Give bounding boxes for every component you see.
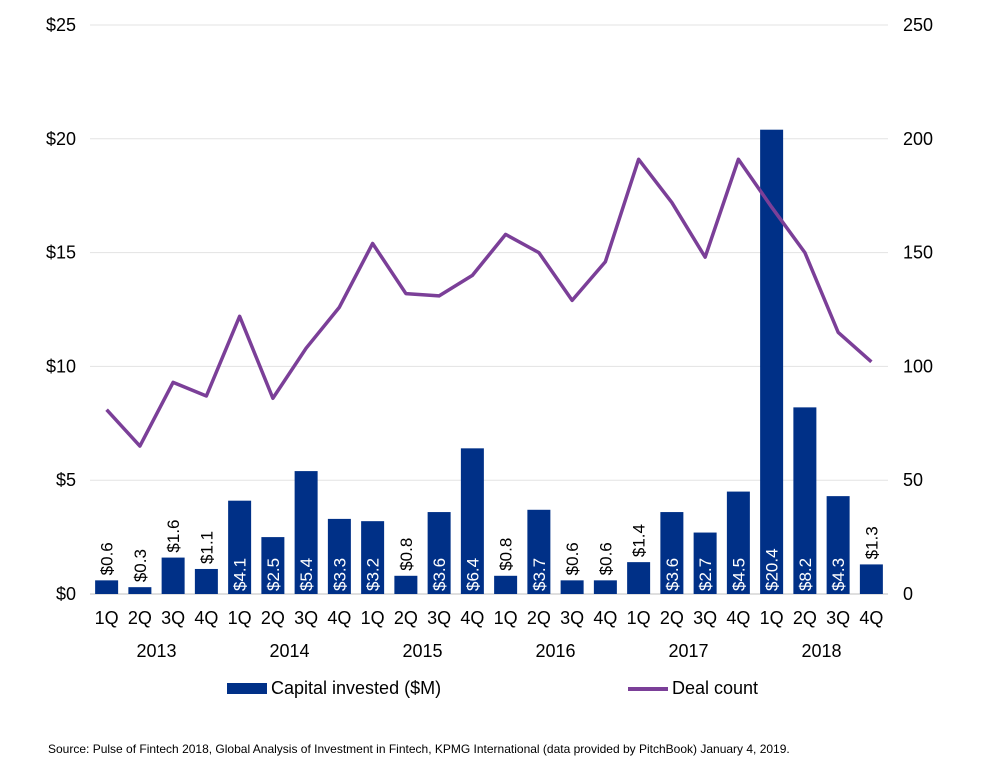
bar-data-label: $0.6: [563, 542, 582, 575]
bar: [693, 532, 717, 594]
bar-data-label: $2.7: [696, 558, 715, 591]
bar: [560, 580, 584, 594]
legend-deal-swatch: [628, 686, 668, 691]
x-year-label: 2014: [269, 641, 309, 661]
legend-deal: Deal count: [628, 678, 758, 699]
bar: [161, 557, 185, 594]
bar-data-label: $3.6: [663, 558, 682, 591]
bar-data-label: $4.1: [231, 558, 250, 591]
bar-data-label: $4.5: [729, 558, 748, 591]
bar: [627, 562, 651, 594]
bar: [327, 518, 351, 594]
x-tick-label: 2Q: [128, 608, 152, 628]
bar-data-label: $4.3: [829, 558, 848, 591]
y-right-tick-label: 150: [903, 243, 933, 263]
y-left-tick-label: $20: [46, 129, 76, 149]
bar: [726, 491, 750, 594]
legend-capital-label: Capital invested ($M): [271, 678, 442, 698]
x-tick-label: 4Q: [593, 608, 617, 628]
bar: [394, 575, 418, 594]
x-year-label: 2015: [402, 641, 442, 661]
bar: [261, 537, 285, 594]
legend-capital: Capital invested ($M): [227, 678, 441, 699]
x-tick-label: 3Q: [294, 608, 318, 628]
x-tick-label: 4Q: [726, 608, 750, 628]
bar-data-label: $0.8: [497, 538, 516, 571]
y-left-tick-label: $25: [46, 15, 76, 35]
x-tick-label: 4Q: [194, 608, 218, 628]
bar: [593, 580, 617, 594]
bar: [228, 500, 252, 594]
y-left-tick-label: $10: [46, 356, 76, 376]
bar-data-label: $0.6: [596, 542, 615, 575]
bar-data-label: $3.2: [364, 558, 383, 591]
y-right-tick-label: 250: [903, 15, 933, 35]
bar: [859, 564, 883, 594]
bar: [494, 575, 518, 594]
bar: [194, 568, 218, 594]
x-tick-label: 2Q: [793, 608, 817, 628]
x-tick-label: 2Q: [660, 608, 684, 628]
x-tick-label: 1Q: [760, 608, 784, 628]
bar: [527, 509, 551, 594]
y-right-tick-label: 200: [903, 129, 933, 149]
x-tick-label: 4Q: [327, 608, 351, 628]
bar: [95, 580, 119, 594]
y-left-tick-label: $0: [56, 584, 76, 604]
y-right-tick-label: 0: [903, 584, 913, 604]
bar: [793, 407, 817, 594]
x-tick-label: 2Q: [261, 608, 285, 628]
y-right-tick-label: 100: [903, 356, 933, 376]
source-note: Source: Pulse of Fintech 2018, Global An…: [48, 742, 790, 756]
bar: [427, 512, 451, 594]
bar-data-label: $0.3: [131, 549, 150, 582]
bar-data-label: $1.4: [630, 524, 649, 557]
x-tick-label: 3Q: [161, 608, 185, 628]
bar: [760, 129, 784, 595]
x-tick-label: 4Q: [460, 608, 484, 628]
x-year-label: 2017: [668, 641, 708, 661]
x-tick-label: 1Q: [627, 608, 651, 628]
chart-canvas: $0 $5 $10 $15 $20 $25 0 50 100 150 200 250 $0.6 $0.3 $…: [46, 15, 933, 661]
x-tick-label: 1Q: [494, 608, 518, 628]
x-tick-label: 2Q: [394, 608, 418, 628]
bar-data-label: $3.7: [530, 558, 549, 591]
bar-data-label: $1.6: [164, 519, 183, 552]
bar: [361, 521, 385, 594]
bar-data-label: $2.5: [264, 558, 283, 591]
bar-data-label: $8.2: [796, 558, 815, 591]
bar-data-label: $1.3: [862, 526, 881, 559]
deal-count-line: [105, 157, 873, 448]
x-tick-label: 3Q: [560, 608, 584, 628]
bar-data-label: $3.3: [330, 558, 349, 591]
bar-data-label: $6.4: [463, 558, 482, 591]
bar: [660, 512, 684, 594]
x-tick-label: 3Q: [693, 608, 717, 628]
x-tick-label: 2Q: [527, 608, 551, 628]
x-tick-label: 4Q: [859, 608, 883, 628]
bar: [128, 587, 152, 594]
x-tick-label: 1Q: [95, 608, 119, 628]
bar-data-label: $3.6: [430, 558, 449, 591]
bar-data-label: $20.4: [763, 548, 782, 591]
x-tick-label: 3Q: [826, 608, 850, 628]
x-year-label: 2013: [136, 641, 176, 661]
bar: [460, 448, 484, 594]
bar-data-label: $1.1: [197, 531, 216, 564]
x-year-label: 2018: [801, 641, 841, 661]
y-right-tick-label: 50: [903, 470, 923, 490]
legend-capital-swatch: [227, 683, 267, 694]
bar-data-label: $0.8: [397, 538, 416, 571]
x-tick-label: 1Q: [361, 608, 385, 628]
x-tick-label: 3Q: [427, 608, 451, 628]
y-left-tick-label: $15: [46, 243, 76, 263]
y-left-tick-label: $5: [56, 470, 76, 490]
bar: [826, 496, 850, 594]
bar-data-label: $0.6: [98, 542, 117, 575]
bar-data-label: $5.4: [297, 558, 316, 591]
x-year-label: 2016: [535, 641, 575, 661]
x-tick-label: 1Q: [228, 608, 252, 628]
legend-deal-label: Deal count: [672, 678, 759, 698]
bar: [294, 471, 318, 594]
